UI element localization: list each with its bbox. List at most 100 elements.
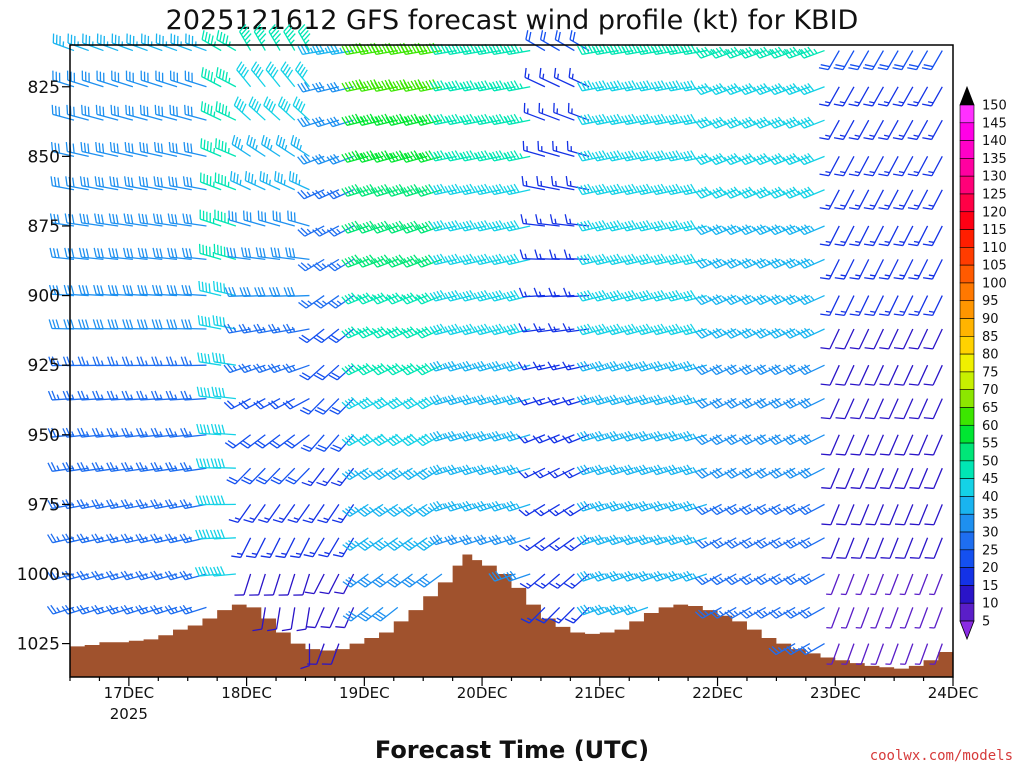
wind-barb bbox=[620, 360, 649, 372]
wind-barb bbox=[320, 607, 340, 629]
wind-barb bbox=[164, 499, 192, 510]
y-tick-label: 875 bbox=[28, 217, 60, 237]
wind-barb bbox=[855, 573, 870, 596]
wind-barb bbox=[444, 500, 472, 512]
wind-barb bbox=[304, 573, 325, 595]
wind-barb bbox=[797, 643, 825, 656]
wind-barb bbox=[878, 259, 899, 280]
wind-barb bbox=[576, 500, 604, 512]
wind-barb bbox=[923, 398, 943, 420]
wind-barb bbox=[635, 253, 663, 266]
wind-barb bbox=[179, 499, 207, 510]
wind-barb bbox=[386, 503, 413, 517]
wind-barb bbox=[488, 290, 516, 302]
wind-barb bbox=[835, 467, 855, 490]
wind-barb bbox=[909, 467, 929, 490]
wind-barb bbox=[48, 284, 75, 297]
wind-barb bbox=[665, 220, 693, 232]
wind-barb bbox=[922, 225, 943, 247]
wind-barb bbox=[547, 323, 575, 333]
wind-barb bbox=[665, 430, 693, 442]
wind-barb bbox=[848, 119, 870, 141]
wind-barb bbox=[621, 43, 649, 56]
colorbar-segment bbox=[959, 175, 975, 195]
wind-barb bbox=[753, 83, 781, 96]
wind-barb bbox=[239, 434, 266, 449]
wind-barb bbox=[429, 464, 457, 476]
wind-barb bbox=[226, 247, 251, 261]
wind-barb bbox=[297, 153, 325, 165]
wind-barb bbox=[635, 534, 663, 546]
wind-barb bbox=[782, 46, 811, 59]
wind-barb bbox=[820, 295, 840, 317]
y-tick-label: 1000 bbox=[17, 565, 60, 585]
y-tick-label: 825 bbox=[28, 78, 60, 98]
wind-barb bbox=[694, 503, 722, 516]
colorbar-label: 70 bbox=[982, 383, 999, 398]
wind-barb bbox=[908, 328, 929, 350]
wind-barb bbox=[849, 328, 870, 350]
wind-barb bbox=[563, 287, 590, 298]
wind-barb bbox=[356, 537, 384, 551]
wind-barb bbox=[835, 434, 855, 456]
wind-barb bbox=[835, 398, 855, 420]
wind-barb bbox=[893, 225, 914, 247]
wind-barb bbox=[300, 643, 311, 670]
wind-barb bbox=[606, 500, 634, 512]
wind-barb bbox=[91, 533, 119, 544]
wind-barb bbox=[650, 534, 678, 546]
wind-barb bbox=[400, 220, 428, 234]
wind-barb bbox=[914, 643, 929, 665]
wind-barb bbox=[840, 573, 855, 596]
wind-barb bbox=[180, 390, 207, 401]
wind-barb bbox=[342, 573, 369, 588]
wind-barb bbox=[535, 214, 560, 227]
wind-barb bbox=[314, 398, 340, 415]
wind-barb bbox=[135, 533, 163, 544]
wind-barb bbox=[821, 504, 840, 526]
wind-barb bbox=[797, 537, 825, 549]
wind-barb bbox=[181, 284, 207, 297]
colorbar-label: 20 bbox=[982, 561, 999, 576]
wind-barb bbox=[135, 604, 163, 615]
wind-barb bbox=[547, 503, 575, 517]
wind-barb bbox=[79, 213, 104, 227]
wind-barb bbox=[355, 184, 384, 197]
wind-barb bbox=[385, 254, 413, 268]
wind-barb bbox=[893, 328, 914, 350]
wind-barb bbox=[849, 295, 870, 317]
wind-barb bbox=[199, 172, 222, 191]
wind-barb bbox=[665, 113, 693, 126]
wind-barb bbox=[929, 573, 943, 596]
wind-barb bbox=[591, 150, 619, 162]
wind-barb bbox=[797, 364, 825, 376]
wind-barb bbox=[444, 323, 472, 336]
wind-barb bbox=[517, 396, 546, 406]
wind-barb bbox=[553, 102, 575, 121]
wind-barb bbox=[429, 534, 457, 546]
wind-barb bbox=[848, 86, 870, 107]
wind-barb bbox=[91, 604, 119, 615]
wind-barb bbox=[169, 104, 192, 121]
wind-barb bbox=[197, 352, 222, 366]
wind-barb bbox=[326, 153, 354, 165]
wind-barb bbox=[922, 189, 943, 210]
wind-barb bbox=[76, 604, 104, 615]
wind-barb bbox=[909, 537, 929, 559]
wind-barb bbox=[782, 83, 811, 96]
wind-barb bbox=[488, 183, 516, 196]
wind-barb bbox=[231, 537, 252, 559]
colorbar-label: 95 bbox=[982, 294, 999, 309]
wind-barb bbox=[253, 323, 281, 334]
wind-barb bbox=[429, 183, 457, 196]
wind-barb bbox=[386, 573, 413, 588]
wind-barb bbox=[620, 464, 649, 476]
wind-barb bbox=[563, 537, 590, 552]
wind-barb bbox=[341, 467, 369, 481]
wind-barb bbox=[819, 156, 840, 177]
wind-barb bbox=[577, 80, 604, 92]
wind-barb bbox=[591, 220, 619, 232]
wind-barb bbox=[907, 50, 929, 71]
wind-barb bbox=[833, 50, 855, 71]
wind-barb bbox=[91, 499, 119, 510]
